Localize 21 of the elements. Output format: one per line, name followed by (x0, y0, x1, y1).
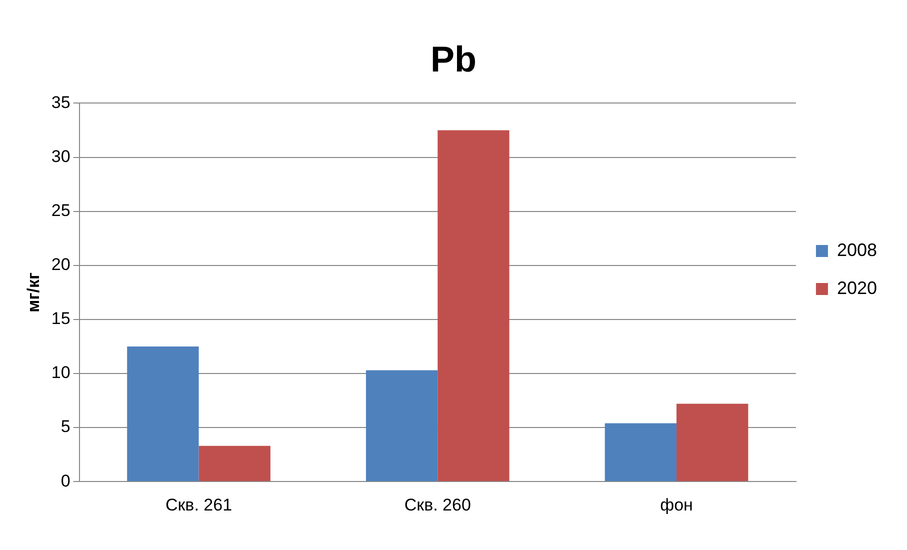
bar (676, 404, 748, 482)
chart-title: Pb (430, 38, 477, 80)
bar (198, 446, 270, 482)
bar (604, 423, 677, 482)
bar (438, 130, 510, 482)
bar (127, 346, 199, 482)
y-tick-label: 35 (51, 92, 70, 112)
x-tick-label: Скв. 261 (165, 495, 232, 514)
x-tick-label: фон (660, 495, 693, 514)
bar (366, 370, 438, 482)
y-tick-label: 15 (51, 309, 70, 328)
y-tick-label: 20 (51, 255, 70, 274)
y-axis-title: мг/кг (24, 272, 43, 312)
y-tick-label: 25 (51, 201, 70, 220)
legend-label: 2008 (836, 240, 878, 260)
y-tick-label: 30 (51, 146, 70, 166)
y-tick-label: 10 (51, 363, 70, 382)
x-tick-label: Скв. 260 (404, 495, 471, 514)
y-tick-label: 0 (60, 471, 70, 490)
y-tick-label: 5 (60, 417, 70, 436)
legend-label: 2020 (836, 278, 878, 298)
